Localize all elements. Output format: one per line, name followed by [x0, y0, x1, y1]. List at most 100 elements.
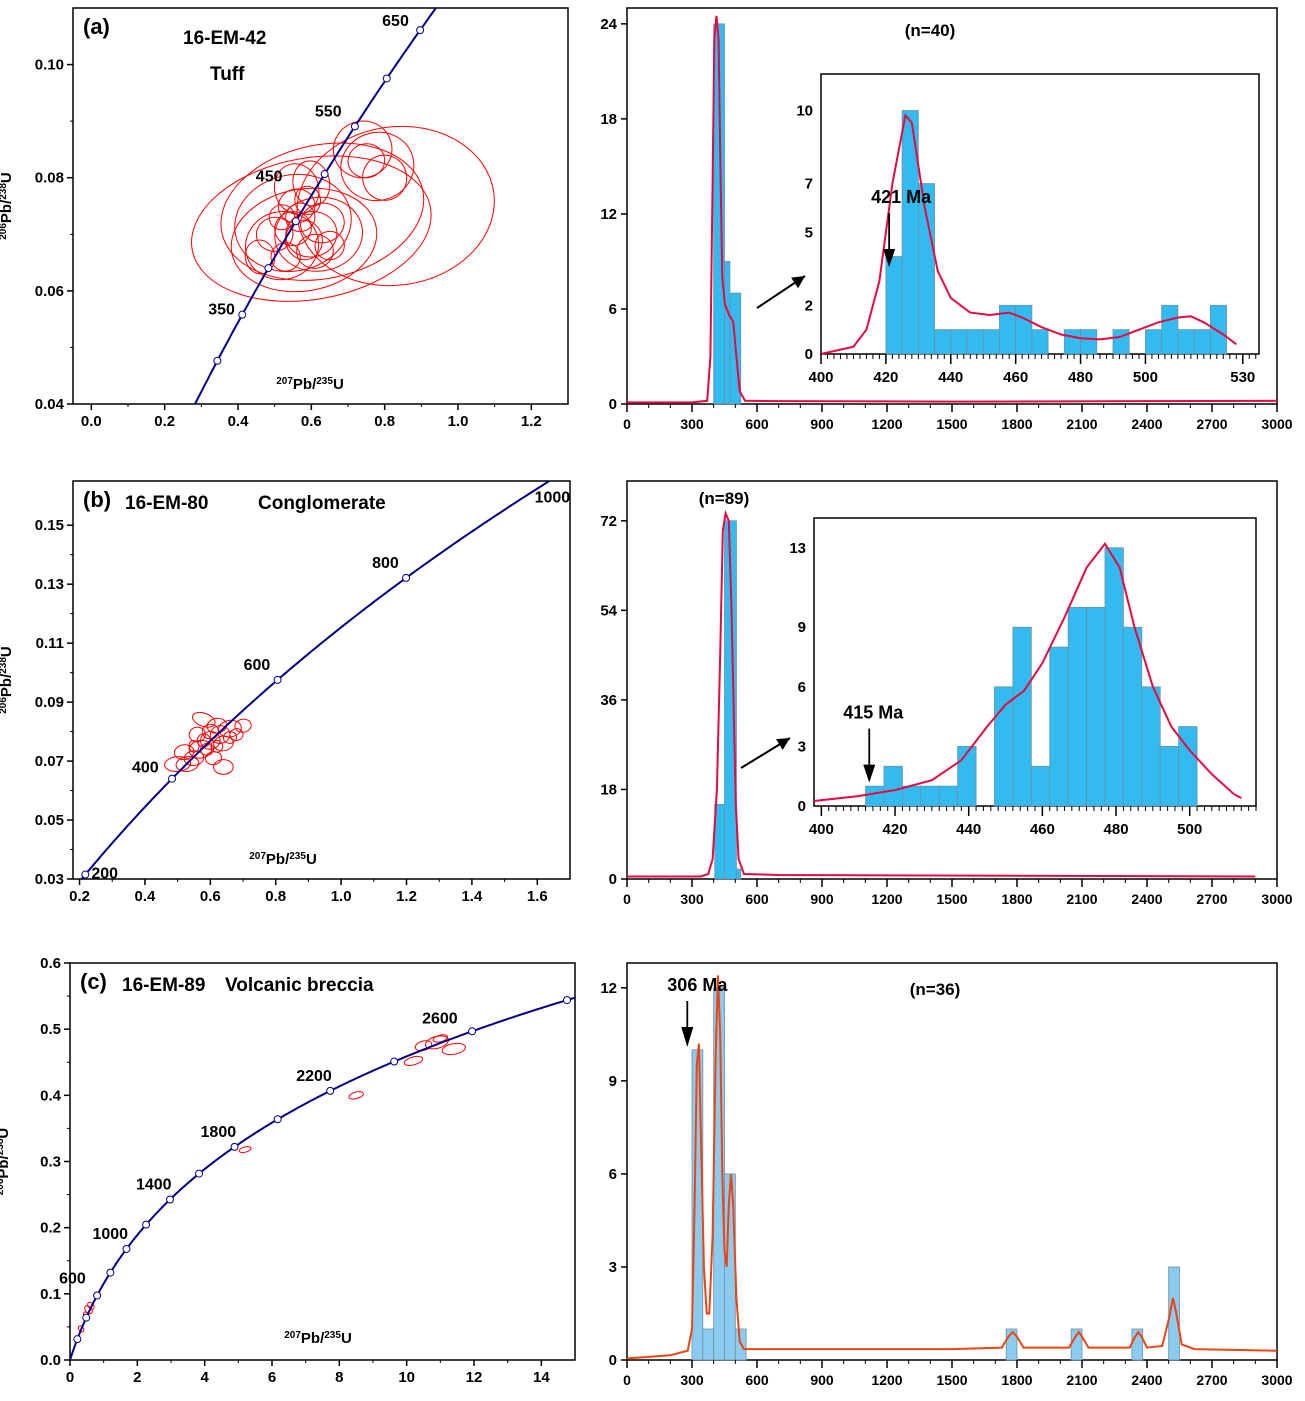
inset-histogram-bar [1209, 304, 1227, 355]
error-ellipse [314, 230, 345, 261]
inset-histogram: 400 420 440 460 480 500 530 0 2 5 7 10 421 Ma [796, 73, 1260, 386]
age-histogram-c: 0 300 600 900 1200 1500 1800 2100 2400 2700 3000 0 3… [600, 962, 1293, 1388]
y-tick-label: 0.2 [40, 1220, 61, 1237]
error-ellipse [188, 739, 200, 753]
x-tick-label: 1800 [1001, 416, 1032, 432]
inset-x-tick-label: 460 [1003, 369, 1028, 386]
inset-histogram-bar [938, 785, 959, 807]
sample-count: (n=40) [905, 21, 956, 40]
y-tick-label: 0.08 [35, 170, 64, 187]
inset-y-tick-label: 0 [805, 346, 813, 363]
inset-x-tick-label: 440 [956, 821, 981, 838]
concordia-age-marker [468, 1027, 477, 1036]
inset-histogram-bar [1086, 606, 1106, 807]
inset-y-tick-label: 9 [798, 619, 806, 636]
concordia-age-label: 1000 [92, 1226, 128, 1243]
y-tick-label: 12 [600, 206, 617, 223]
plot-frame [72, 7, 569, 405]
y-tick-label: 0.5 [40, 1021, 61, 1038]
concordia-age-marker [165, 1195, 174, 1204]
inset-histogram-bar [1012, 626, 1032, 807]
inset-x-tick-label: 420 [873, 369, 898, 386]
error-ellipse [244, 210, 320, 281]
x-tick-label: 900 [810, 416, 834, 432]
x-tick-label: 1500 [936, 1372, 967, 1388]
x-tick-label: 14 [533, 1369, 550, 1386]
inset-y-tick-label: 6 [798, 679, 806, 696]
age-histogram-b: 0 300 600 900 1200 1500 1800 2100 2400 2700 3000 0 1… [600, 480, 1293, 907]
x-tick-label: 1.2 [396, 888, 417, 905]
inset-histogram-bar [934, 329, 952, 355]
concordia-age-marker [122, 1244, 131, 1253]
error-ellipse [188, 739, 213, 759]
x-tick-label: 6 [268, 1369, 276, 1386]
x-tick-label: 300 [680, 416, 704, 432]
inset-y-tick-label: 2 [805, 297, 813, 314]
concordia-age-marker [82, 1313, 91, 1322]
x-tick-label: 0 [623, 891, 631, 907]
plot-area [70, 996, 575, 1360]
y-tick-label: 6 [609, 301, 617, 318]
y-tick-label: 0 [609, 1352, 617, 1369]
concordia-age-label: 1800 [201, 1124, 237, 1141]
x-tick-label: 0.4 [228, 413, 250, 430]
lithology: Tuff [210, 64, 245, 85]
y-tick-label: 0.03 [35, 871, 64, 888]
concordia-age-marker [382, 74, 391, 83]
sample-id: 16-EM-80 [125, 493, 208, 514]
concordia-age-marker [168, 774, 177, 783]
sample-count: (n=89) [699, 489, 750, 508]
concordia-chart-a: 350 450 550 650 0.0 0.2 0.4 0.6 0.8 1.0 1.2 0.04 0.0… [0, 7, 569, 430]
error-ellipse [296, 233, 334, 269]
inset-histogram-bar [1080, 329, 1098, 355]
x-tick-label: 1.6 [527, 888, 548, 905]
x-tick-label: 600 [745, 1372, 769, 1388]
error-ellipse [340, 131, 415, 202]
x-tick-label: 3000 [1261, 416, 1292, 432]
x-tick-label: 900 [810, 1372, 834, 1388]
concordia-age-marker [81, 870, 90, 879]
error-ellipse [234, 718, 252, 733]
inset-histogram-bar [902, 785, 922, 807]
histogram-bar [736, 868, 742, 880]
panel-label: (a) [83, 14, 110, 39]
concordia-age-marker [195, 1169, 204, 1178]
concordia-age-label: 600 [59, 1270, 86, 1287]
x-tick-label: 0.6 [301, 413, 322, 430]
plot-area [80, 481, 552, 879]
inset-y-tick-label: 10 [796, 103, 813, 120]
inset-x-tick-label: 480 [1104, 821, 1129, 838]
x-tick-label: 1200 [871, 416, 902, 432]
inset-histogram-bar [1049, 646, 1069, 807]
y-tick-label: 72 [600, 513, 617, 530]
histogram-bar [1005, 1328, 1018, 1361]
error-ellipse [294, 185, 322, 215]
error-ellipse [403, 1055, 424, 1066]
inset-histogram-bar [1161, 304, 1179, 355]
inset-kde-curve [813, 542, 1242, 802]
concordia-chart-c: 600 1000 1400 1800 2200 2600 0 2 4 6 8 10 12 14 0.0 0.1… [0, 955, 576, 1386]
inset-x-tick-label: 400 [809, 821, 834, 838]
y-axis-title: 206Pb/238U [0, 172, 15, 240]
inset-histogram-bar [1063, 329, 1081, 355]
inset-histogram-bar [982, 329, 1000, 355]
inset-histogram-bar [1141, 686, 1161, 807]
sample-id: 16-EM-42 [183, 28, 266, 49]
inset-histogram-bar [917, 183, 935, 355]
concordia-age-label: 2200 [296, 1068, 332, 1085]
inset-y-tick-label: 13 [789, 540, 806, 557]
y-tick-label: 0.15 [35, 517, 64, 534]
error-ellipse [222, 731, 237, 744]
x-tick-label: 1.4 [461, 888, 483, 905]
inset-histogram-bar [1123, 626, 1143, 807]
concordia-age-marker [273, 675, 282, 684]
error-ellipse [347, 143, 386, 179]
inset-pointer-arrowhead [776, 738, 790, 750]
inset-x-tick-label: 480 [1068, 369, 1093, 386]
lithology: Volcanic breccia [225, 975, 374, 996]
error-ellipse [274, 211, 312, 247]
concordia-age-label: 600 [244, 657, 271, 674]
x-tick-label: 0 [66, 1369, 74, 1386]
panel-label: (b) [83, 487, 111, 512]
